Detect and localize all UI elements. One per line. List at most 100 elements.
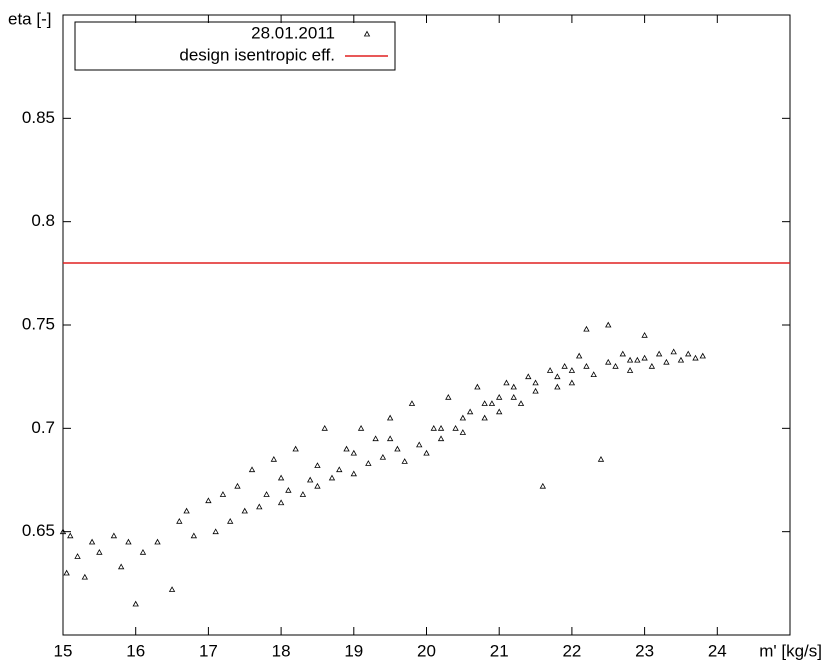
x-tick-label: 16 — [126, 641, 145, 660]
scatter-point — [634, 356, 641, 363]
scatter-point — [408, 400, 416, 406]
y-tick-label: 0.8 — [31, 211, 55, 230]
scatter-point — [248, 466, 256, 473]
scatter-point — [517, 400, 525, 406]
scatter-point — [510, 383, 517, 390]
scatter-point — [219, 491, 227, 497]
scatter-point — [466, 408, 474, 415]
scatter-point — [277, 474, 285, 481]
scatter-point — [256, 503, 263, 510]
scatter-point — [670, 348, 677, 355]
x-tick-label: 23 — [635, 641, 654, 660]
scatter-point — [532, 379, 539, 386]
scatter-point — [314, 482, 321, 489]
scatter-point — [125, 538, 132, 545]
scatter-point — [314, 462, 321, 468]
scatter-point — [568, 367, 576, 373]
scatter-point — [590, 371, 597, 378]
scatter-point — [685, 350, 692, 357]
scatter-point — [263, 491, 270, 497]
scatter-point — [452, 425, 459, 431]
scatter-point — [692, 354, 699, 361]
scatter-point — [205, 497, 212, 504]
scatter-point — [63, 569, 70, 576]
scatter-point — [554, 383, 561, 390]
scatter-point — [525, 373, 532, 380]
scatter-point — [343, 445, 350, 452]
y-tick-label: 0.85 — [22, 108, 55, 127]
scatter-point — [241, 507, 248, 514]
x-tick-label: 21 — [490, 641, 509, 660]
scatter-point — [190, 532, 198, 539]
scatter-point — [561, 363, 568, 369]
x-axis-label: m' [kg/s] — [759, 641, 822, 660]
scatter-point — [227, 518, 234, 524]
y-tick-label: 0.75 — [22, 314, 55, 333]
scatter-point — [648, 363, 656, 369]
legend-label: 28.01.2011 — [251, 23, 335, 42]
scatter-point — [59, 528, 67, 535]
scatter-point — [626, 356, 634, 363]
scatter-point — [605, 358, 612, 365]
scatter-point — [88, 538, 96, 545]
scatter-point — [336, 466, 343, 473]
scatter-point — [117, 563, 125, 570]
scatter-point — [372, 435, 379, 442]
scatter-point — [176, 518, 183, 524]
scatter-point — [154, 538, 161, 545]
scatter-point — [583, 325, 590, 332]
scatter-point — [619, 350, 626, 357]
scatter-point — [612, 363, 619, 369]
scatter-point — [183, 507, 190, 514]
scatter-point — [641, 354, 648, 361]
scatter-point — [394, 445, 401, 452]
scatter-point — [328, 474, 336, 481]
scatter-point — [663, 358, 670, 365]
scatter-point — [605, 321, 612, 328]
scatter-point — [299, 491, 307, 497]
scatter-point — [285, 487, 292, 493]
scatter-point — [510, 394, 517, 400]
scatter-point — [459, 414, 467, 421]
x-tick-label: 20 — [417, 641, 436, 660]
x-tick-label: 22 — [562, 641, 581, 660]
scatter-point — [539, 482, 546, 489]
scatter-point — [74, 553, 81, 559]
x-tick-label: 18 — [272, 641, 291, 660]
scatter-point — [110, 532, 118, 539]
scatter-point — [386, 435, 394, 442]
scatter-point — [626, 367, 634, 373]
scatter-point — [379, 453, 387, 460]
scatter-point — [677, 356, 685, 363]
scatter-point — [583, 363, 590, 369]
scatter-point — [488, 400, 496, 406]
scatter-point — [365, 460, 372, 466]
legend-label: design isentropic eff. — [179, 45, 335, 64]
scatter-point — [96, 549, 103, 555]
scatter-point — [132, 600, 139, 607]
scatter-point — [597, 456, 605, 462]
scatter-point — [350, 449, 357, 456]
scatter-point — [554, 373, 561, 380]
scatter-point — [568, 379, 576, 386]
scatter-point — [481, 414, 488, 421]
scatter-point — [277, 499, 285, 506]
x-tick-label: 15 — [54, 641, 73, 660]
scatter-point — [416, 441, 423, 448]
scatter-point — [546, 367, 554, 373]
scatter-point — [386, 414, 394, 421]
scatter-point — [321, 425, 328, 431]
scatter-point — [234, 482, 241, 489]
scatter-point — [641, 332, 648, 338]
y-axis-label: eta [-] — [8, 9, 51, 28]
scatter-point — [307, 476, 314, 483]
scatter-point — [430, 425, 437, 431]
scatter-point — [699, 352, 706, 359]
scatter-point — [81, 573, 88, 580]
legend-marker — [363, 30, 371, 37]
scatter-point — [168, 586, 176, 592]
scatter-point — [437, 435, 445, 442]
y-tick-label: 0.65 — [22, 521, 55, 540]
scatter-point — [67, 532, 74, 539]
